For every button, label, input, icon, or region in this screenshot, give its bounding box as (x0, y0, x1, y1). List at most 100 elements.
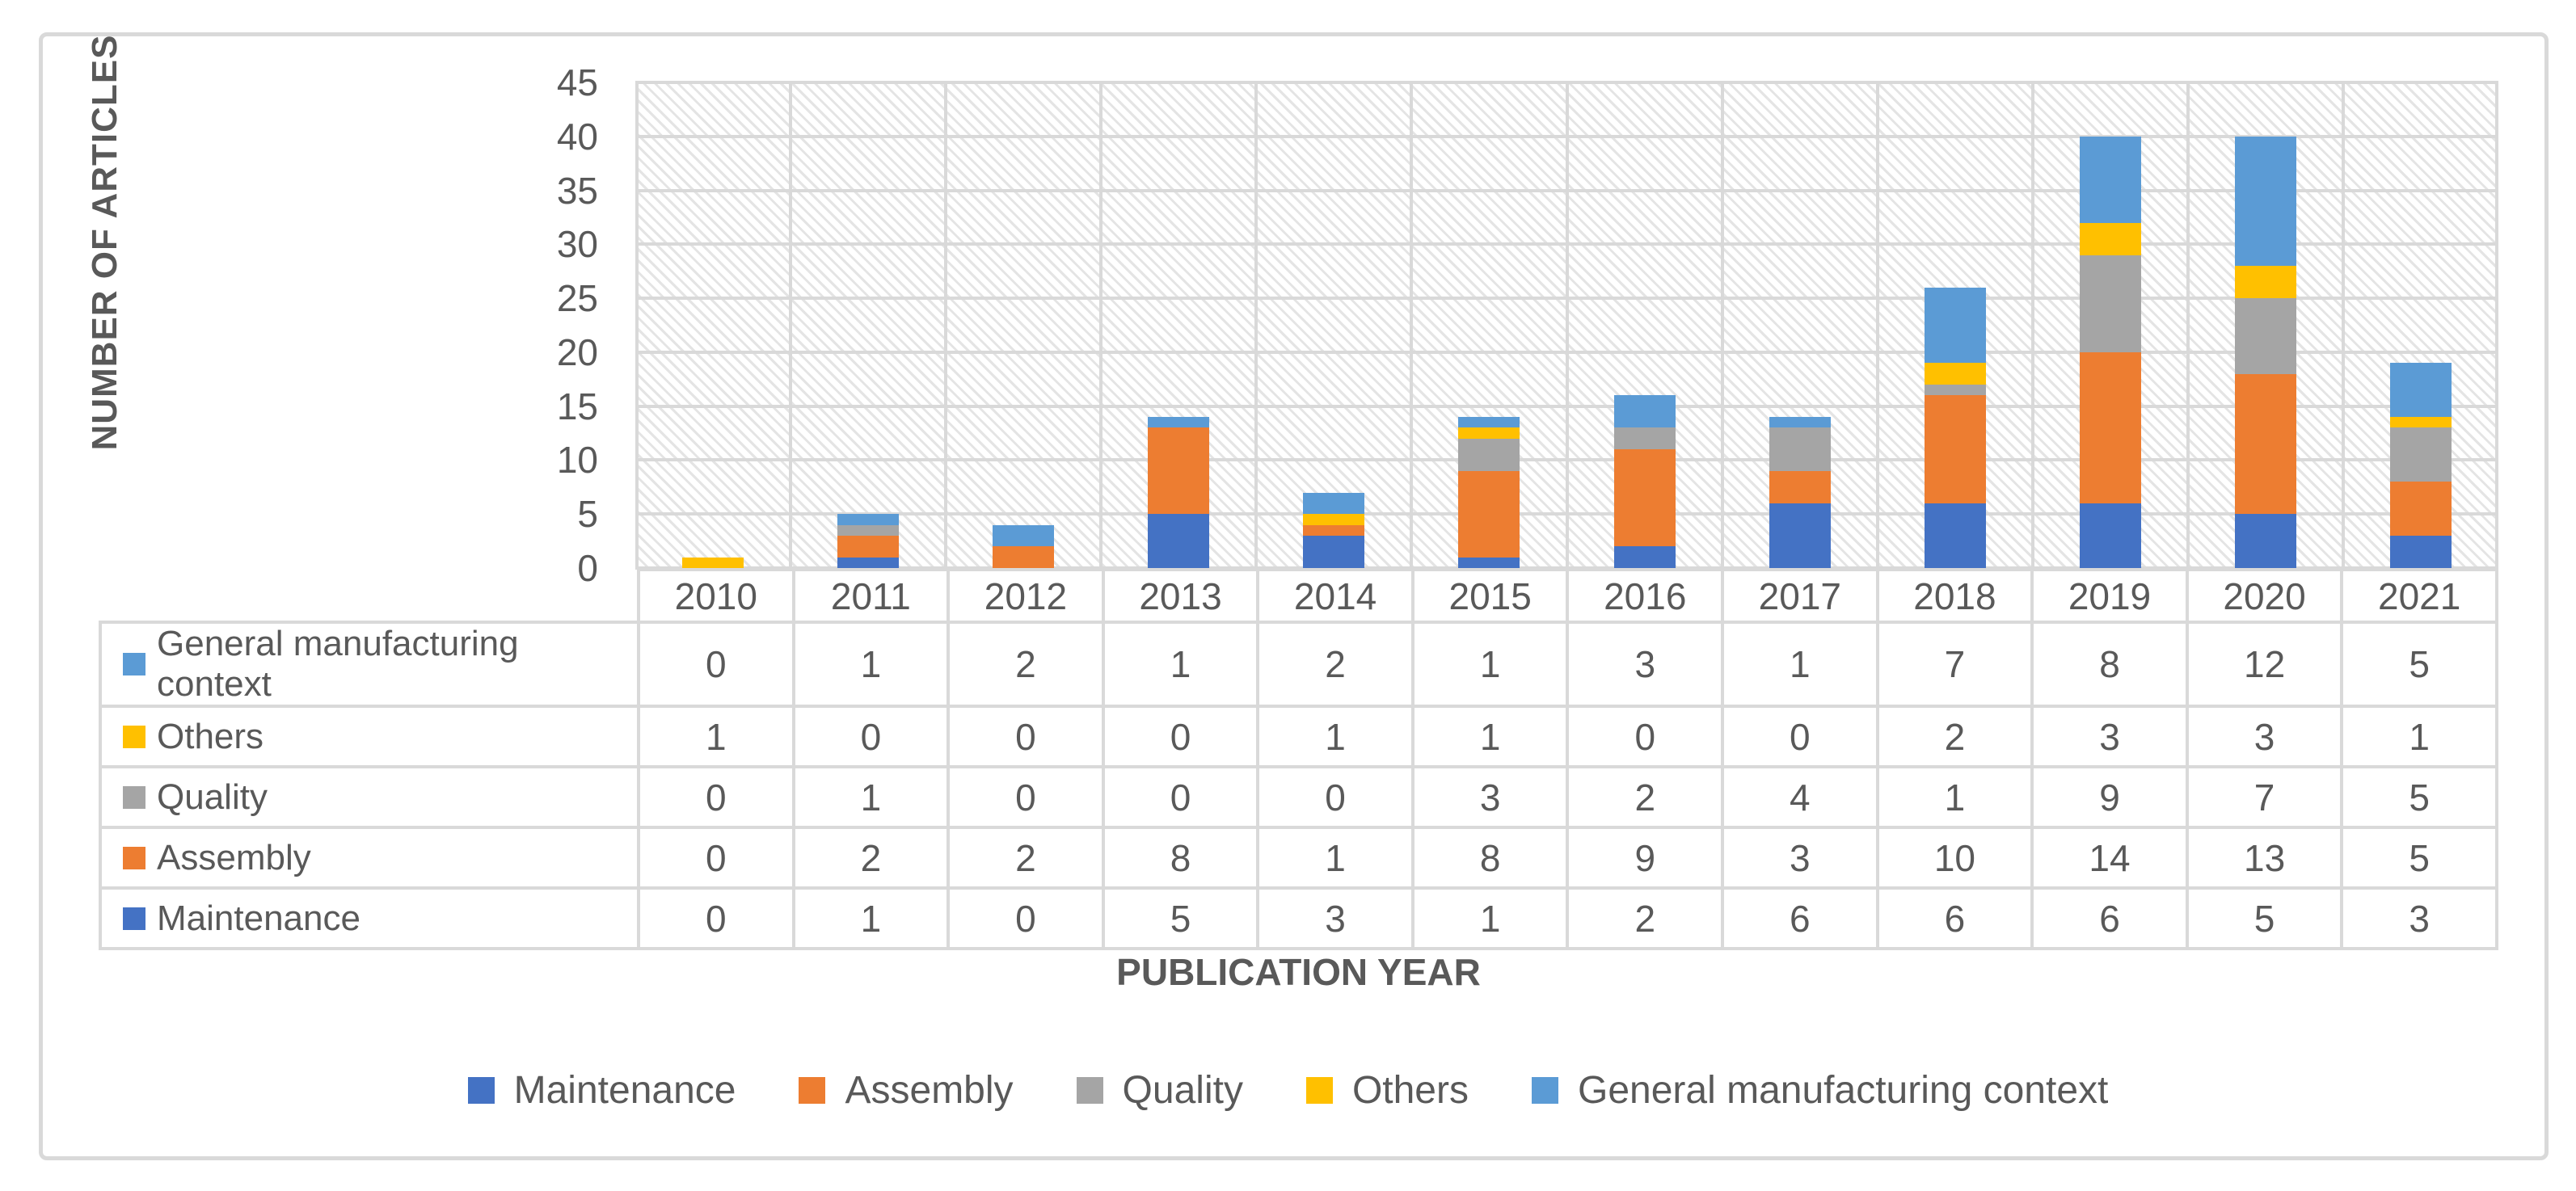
value-cell: 2 (947, 826, 1105, 890)
legend-label: Quality (1122, 1069, 1243, 1112)
y-tick-label: 45 (556, 61, 598, 103)
row-label-cell: Maintenance (99, 886, 640, 950)
value-cell: 3 (2185, 705, 2344, 768)
legend-swatch-icon (467, 1077, 495, 1104)
bar-segment-others (682, 557, 744, 568)
vertical-gridline (2031, 82, 2034, 568)
series-swatch-icon (123, 846, 145, 869)
value-cell: 5 (1101, 886, 1260, 950)
row-label-cell: Assembly (99, 826, 640, 890)
year-header-cell: 2019 (2030, 568, 2189, 624)
vertical-gridline (635, 82, 639, 568)
legend-item: Assembly (799, 1068, 1014, 1113)
legend-item: Maintenance (467, 1068, 736, 1113)
row-label: Maintenance (102, 899, 637, 939)
bar-segment-general-manufacturing-context (1769, 417, 1831, 428)
series-swatch-icon (123, 653, 145, 675)
bar-segment-assembly (1303, 524, 1365, 536)
bar-segment-others (2234, 266, 2296, 299)
row-label-text: General manufacturing context (157, 624, 519, 704)
table-row: Maintenance 0 1 0 5 3 1 2 6 6 6 5 3 (99, 886, 2498, 950)
year-header-cell: 2018 (1875, 568, 2034, 624)
row-label-text: Assembly (157, 837, 311, 877)
vertical-gridline (2342, 82, 2345, 568)
bar-segment-maintenance (1148, 514, 1210, 568)
bar-segment-assembly (2079, 351, 2141, 503)
bar-segment-others (2389, 417, 2452, 428)
series-swatch-icon (123, 785, 145, 809)
legend-item: Quality (1076, 1068, 1243, 1113)
y-tick-label: 15 (556, 385, 598, 427)
legend-item: Others (1305, 1068, 1469, 1113)
value-cell: 2 (1875, 705, 2034, 768)
row-label-text: Others (157, 716, 264, 756)
bar-segment-general-manufacturing-context (1458, 417, 1520, 428)
row-label-text: Maintenance (157, 898, 360, 938)
vertical-gridline (1410, 82, 1413, 568)
bar-segment-quality (837, 524, 900, 536)
vertical-gridline (789, 82, 792, 568)
value-cell: 3 (2340, 886, 2498, 950)
value-cell: 1 (637, 705, 795, 768)
value-cell: 3 (2030, 705, 2189, 768)
bar-segment-assembly (1924, 395, 1986, 503)
value-cell: 1 (1256, 826, 1414, 890)
value-cell: 0 (637, 886, 795, 950)
bar-segment-assembly (1458, 470, 1520, 558)
value-cell: 1 (791, 621, 951, 708)
value-cell: 8 (1101, 826, 1260, 890)
value-cell: 5 (2185, 886, 2344, 950)
bar-segment-quality (1769, 427, 1831, 471)
y-axis-title: NUMBER OF ARTICLES (85, 34, 124, 451)
row-label-cell: General manufacturing context (99, 621, 640, 708)
value-cell: 1 (1101, 621, 1260, 708)
value-cell: 0 (637, 826, 795, 890)
value-cell: 1 (791, 886, 951, 950)
legend-swatch-icon (1076, 1077, 1103, 1104)
bar-segment-maintenance (2079, 503, 2141, 568)
value-cell: 6 (1721, 886, 1879, 950)
value-cell: 6 (2030, 886, 2189, 950)
year-header-cell: 2020 (2185, 568, 2344, 624)
table-row: Assembly 0 2 2 8 1 8 9 3 10 14 13 5 (99, 826, 2498, 890)
series-swatch-icon (123, 907, 145, 930)
vertical-gridline (1254, 82, 1258, 568)
bar-segment-general-manufacturing-context (1613, 395, 1676, 428)
bar-segment-maintenance (2389, 535, 2452, 568)
value-cell: 8 (1410, 826, 1570, 890)
legend-label: Others (1351, 1069, 1469, 1112)
table-row: Others 1 0 0 0 1 1 0 0 2 3 3 1 (99, 705, 2498, 768)
value-cell: 1 (1410, 705, 1570, 768)
table-row: General manufacturing context 0 1 2 1 2 1 3 1 7 8 1… (99, 621, 2498, 708)
x-axis-title: PUBLICATION YEAR (1116, 951, 1481, 993)
value-cell: 2 (1566, 886, 1725, 950)
y-tick-label: 25 (556, 277, 598, 320)
bar-segment-others (1303, 514, 1365, 525)
value-cell: 1 (791, 765, 951, 829)
bar-segment-assembly (993, 546, 1055, 568)
bar-segment-quality (2079, 255, 2141, 352)
vertical-gridline (944, 82, 947, 568)
horizontal-gridline (635, 566, 2498, 570)
row-label-text: Quality (157, 776, 268, 817)
legend-item: General manufacturing context (1531, 1068, 2108, 1113)
value-cell: 9 (1566, 826, 1725, 890)
bar-segment-assembly (1148, 427, 1210, 515)
y-tick-label: 35 (556, 169, 598, 212)
value-cell: 4 (1721, 765, 1879, 829)
bar-segment-assembly (2234, 373, 2296, 515)
table-corner-cell (100, 570, 639, 622)
value-cell: 0 (637, 765, 795, 829)
row-label: Others (102, 717, 637, 757)
y-tick-label: 40 (556, 115, 598, 158)
value-cell: 14 (2030, 826, 2189, 890)
value-cell: 0 (1721, 705, 1879, 768)
value-cell: 7 (1875, 621, 2034, 708)
bar-segment-quality (2389, 427, 2452, 482)
year-header-cell: 2011 (791, 568, 951, 624)
value-cell: 5 (2340, 765, 2498, 829)
year-header-cell: 2014 (1256, 568, 1414, 624)
value-cell: 1 (1410, 621, 1570, 708)
y-tick-label: 0 (577, 547, 598, 589)
value-cell: 3 (1721, 826, 1879, 890)
